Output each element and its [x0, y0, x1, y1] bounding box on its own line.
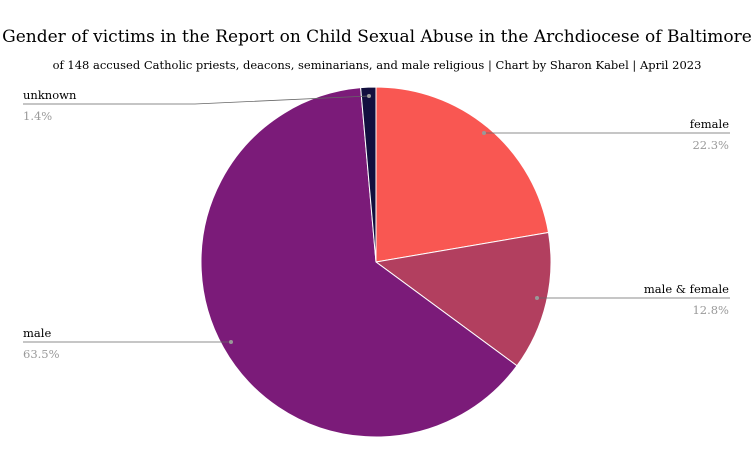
leader-line-unknown [23, 95, 370, 105]
leader-dot-male [229, 340, 233, 344]
leader-dot-male-female [535, 296, 539, 300]
pie-slice-female [375, 86, 550, 263]
slice-value-label-unknown: 1.4% [23, 109, 52, 123]
pie-slice-unknown [360, 86, 377, 263]
pie-slices [200, 86, 552, 438]
slice-label-male-female: male & female [644, 282, 729, 296]
pie-labels: female 22.3% male & female 12.8% male 63.5% un… [23, 88, 730, 361]
slice-value-label-male: 63.5% [23, 347, 60, 361]
slice-label-male: male [23, 326, 51, 340]
slice-value-label-female: 22.3% [692, 138, 729, 152]
slice-value-label-male-female: 12.8% [692, 303, 729, 317]
pie-slice-male [200, 87, 518, 438]
leader-dot-female [482, 131, 486, 135]
chart-title: Gender of victims in the Report on Child… [2, 27, 752, 47]
chart-subtitle: of 148 accused Catholic priests, deacons… [53, 58, 702, 73]
slice-label-unknown: unknown [23, 88, 77, 102]
slice-label-female: female [690, 117, 730, 131]
pie-slice-male-female [374, 231, 552, 367]
leader-dot-unknown [367, 94, 371, 98]
